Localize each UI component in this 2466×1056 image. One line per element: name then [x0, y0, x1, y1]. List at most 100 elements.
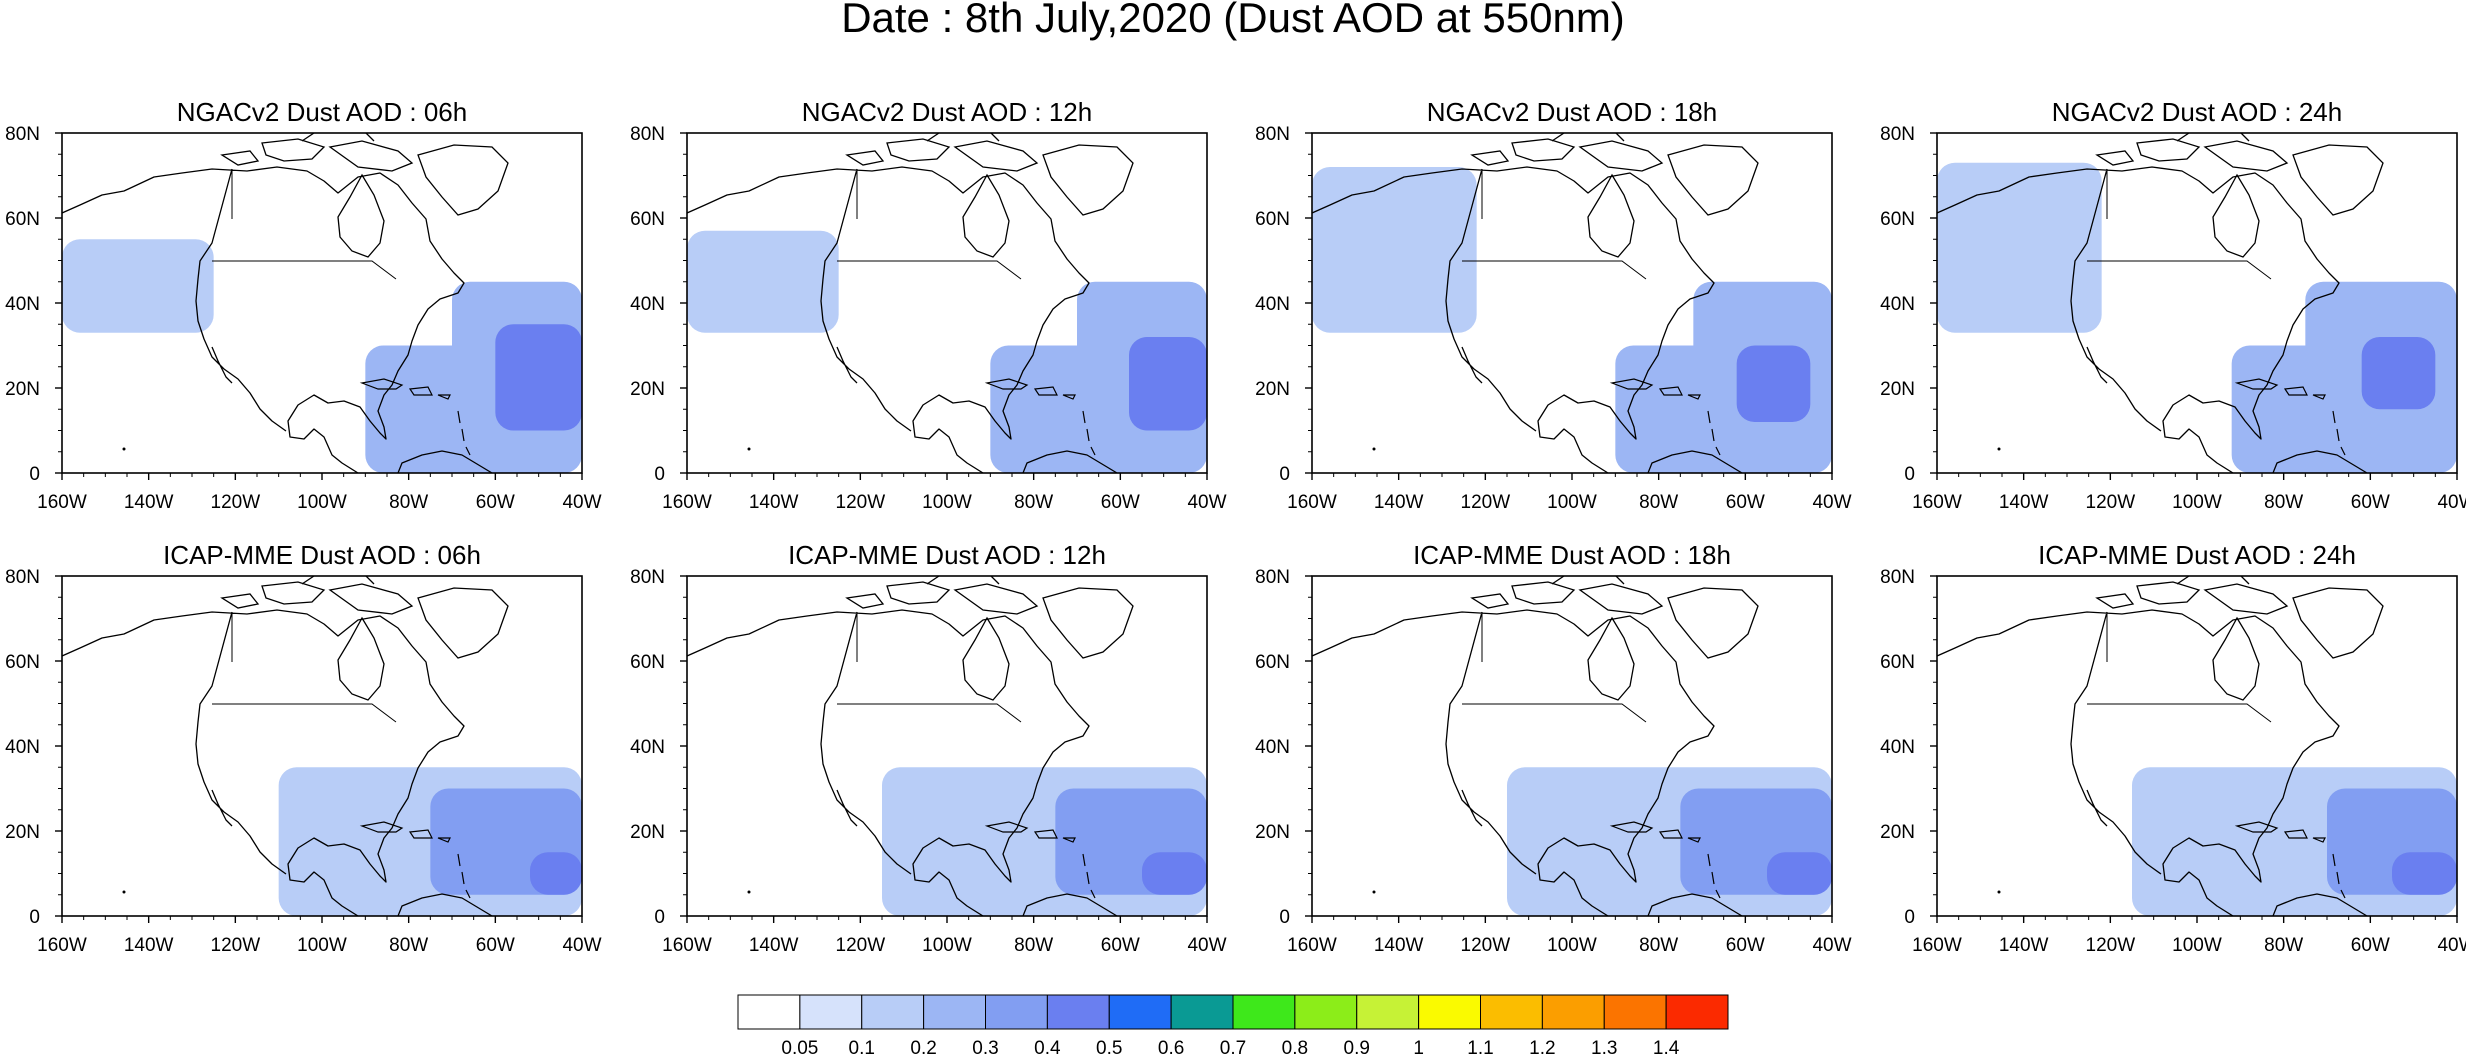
lon-tick-label: 100W	[1547, 492, 1597, 513]
lon-tick-label: 120W	[2086, 492, 2136, 513]
colorbar-swatch	[1541, 994, 1605, 1030]
colorbar-label: 0.6	[1158, 1038, 1184, 1056]
lon-tick-label: 60W	[1726, 935, 1765, 956]
colorbar-label: 0.5	[1096, 1038, 1122, 1056]
lat-tick-label: 80N	[5, 124, 40, 145]
lat-tick-label: 80N	[1880, 567, 1915, 588]
lon-tick-label: 100W	[2172, 492, 2222, 513]
lon-tick-label: 100W	[922, 935, 972, 956]
lon-tick-label: 40W	[2437, 492, 2466, 513]
colorbar-label: 1.3	[1591, 1038, 1617, 1056]
map-panel: NGACv2 Dust AOD : 24h 160W 140W 120W 100W 80W…	[1880, 97, 2466, 513]
map-panel: NGACv2 Dust AOD : 18h 160W 140W 120W 100W 80W…	[1255, 97, 1851, 513]
colorbar-label: 1.4	[1653, 1038, 1680, 1056]
aod-region	[62, 239, 214, 333]
lat-tick-label: 0	[29, 464, 40, 485]
map-panel: NGACv2 Dust AOD : 12h 160W 140W 120W 100W 80W…	[630, 97, 1226, 513]
lon-tick-label: 120W	[1461, 492, 1511, 513]
lon-tick-label: 120W	[2086, 935, 2136, 956]
aod-field	[278, 767, 582, 916]
colorbar-label: 0.4	[1034, 1038, 1061, 1056]
lon-tick-label: 120W	[836, 492, 886, 513]
aod-region	[1312, 167, 1477, 333]
lat-tick-label: 80N	[1255, 124, 1290, 145]
lon-tick-label: 140W	[749, 935, 799, 956]
colorbar-swatch	[1294, 994, 1358, 1030]
lon-tick-label: 160W	[37, 492, 87, 513]
panel-title: ICAP-MME Dust AOD : 12h	[788, 540, 1106, 570]
lon-tick-label: 60W	[2351, 935, 2390, 956]
lon-tick-label: 140W	[124, 935, 174, 956]
colorbar-swatch	[799, 994, 863, 1030]
lon-tick-label: 160W	[1287, 492, 1337, 513]
lon-tick-label: 100W	[297, 935, 347, 956]
lon-tick-label: 60W	[476, 492, 515, 513]
lat-tick-label: 60N	[5, 209, 40, 230]
lon-tick-label: 120W	[211, 492, 261, 513]
lon-tick-label: 160W	[37, 935, 87, 956]
lat-tick-label: 60N	[5, 652, 40, 673]
lat-tick-label: 80N	[1255, 567, 1290, 588]
lat-tick-label: 60N	[1255, 652, 1290, 673]
lon-tick-label: 140W	[1999, 935, 2049, 956]
lon-tick-label: 160W	[1287, 935, 1337, 956]
aod-field	[1507, 767, 1832, 916]
map-panel: NGACv2 Dust AOD : 06h 160W 140W 120W 100W 80W…	[5, 97, 601, 513]
lon-tick-label: 80W	[1014, 492, 1053, 513]
panel-title: NGACv2 Dust AOD : 06h	[177, 97, 467, 127]
lon-tick-label: 140W	[749, 492, 799, 513]
lat-tick-label: 40N	[5, 737, 40, 758]
lon-tick-label: 40W	[562, 492, 601, 513]
lat-tick-label: 20N	[1255, 379, 1290, 400]
lat-tick-label: 0	[1904, 464, 1915, 485]
map-panel: ICAP-MME Dust AOD : 24h 160W 140W 120W 100W 8…	[1880, 540, 2466, 956]
lon-tick-label: 60W	[1101, 935, 1140, 956]
lon-tick-label: 80W	[389, 492, 428, 513]
lon-tick-label: 120W	[836, 935, 886, 956]
lon-tick-label: 80W	[389, 935, 428, 956]
aod-region	[1129, 337, 1207, 431]
aod-region	[1937, 162, 2102, 333]
map-panel: ICAP-MME Dust AOD : 18h 160W 140W 120W 100W 8…	[1255, 540, 1851, 956]
colorbar-label: 1.1	[1467, 1038, 1493, 1056]
figure-title: Date : 8th July,2020 (Dust AOD at 550nm)	[841, 0, 1625, 41]
aod-region	[2392, 852, 2457, 895]
colorbar-swatch	[1170, 994, 1234, 1030]
lat-tick-label: 80N	[1880, 124, 1915, 145]
colorbar-swatch	[1108, 994, 1172, 1030]
lon-tick-label: 80W	[1014, 935, 1053, 956]
lat-tick-label: 0	[1279, 907, 1290, 928]
colorbar-label: 0.3	[972, 1038, 998, 1056]
lon-tick-label: 60W	[1101, 492, 1140, 513]
map-panel: ICAP-MME Dust AOD : 06h 160W 140W 120W 100W 8…	[5, 540, 601, 956]
lon-tick-label: 40W	[2437, 935, 2466, 956]
lon-tick-label: 100W	[1547, 935, 1597, 956]
lat-tick-label: 40N	[5, 294, 40, 315]
aod-field	[882, 767, 1207, 916]
colorbar-swatch	[923, 994, 986, 1030]
panel-title: NGACv2 Dust AOD : 18h	[1427, 97, 1717, 127]
lat-tick-label: 40N	[1880, 737, 1915, 758]
colorbar-swatch	[1603, 994, 1667, 1030]
colorbar-label: 0.1	[849, 1038, 875, 1056]
lon-tick-label: 140W	[1999, 492, 2049, 513]
lat-tick-label: 20N	[5, 379, 40, 400]
colorbar-label: 0.9	[1344, 1038, 1370, 1056]
lon-tick-label: 80W	[2264, 935, 2303, 956]
map-panel: ICAP-MME Dust AOD : 12h 160W 140W 120W 100W 8…	[630, 540, 1226, 956]
aod-region	[530, 852, 582, 895]
lon-tick-label: 160W	[662, 935, 712, 956]
aod-field	[687, 230, 1207, 473]
lat-tick-label: 60N	[630, 209, 665, 230]
lon-tick-label: 140W	[124, 492, 174, 513]
colorbar-label: 0.7	[1220, 1038, 1246, 1056]
colorbar-label: 1	[1413, 1038, 1424, 1056]
lat-tick-label: 0	[29, 907, 40, 928]
colorbar-label: 1.2	[1529, 1038, 1555, 1056]
lat-tick-label: 20N	[1255, 822, 1290, 843]
aod-region	[1736, 345, 1811, 422]
lat-tick-label: 60N	[630, 652, 665, 673]
lat-tick-label: 20N	[5, 822, 40, 843]
lat-tick-label: 80N	[630, 124, 665, 145]
